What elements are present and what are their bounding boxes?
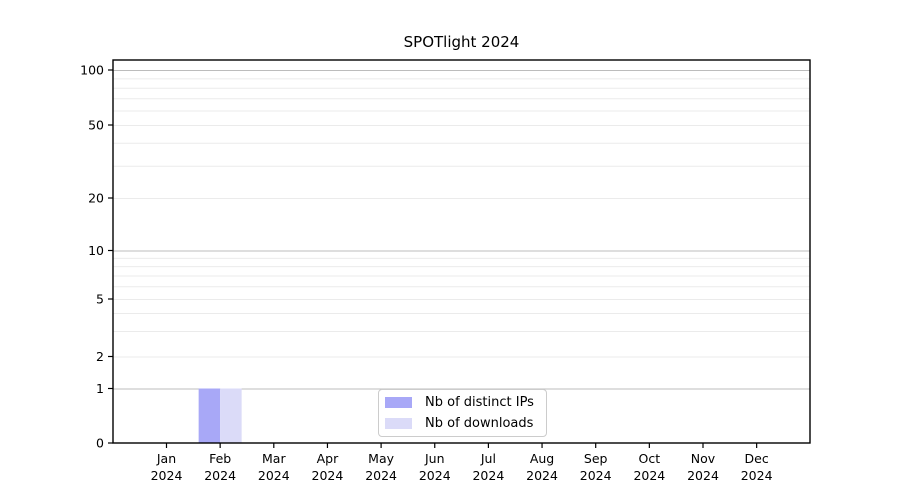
x-tick-label-month: Oct bbox=[639, 451, 661, 466]
legend-row-distinct-ips: Nb of distinct IPs bbox=[385, 395, 546, 410]
x-tick-label-year: 2024 bbox=[741, 468, 773, 483]
legend-swatch-distinct-ips-icon bbox=[385, 397, 412, 408]
y-tick-label: 100 bbox=[80, 63, 104, 78]
chart-title: SPOTlight 2024 bbox=[403, 33, 520, 51]
axis-frame bbox=[112, 59, 811, 444]
y-tick-label: 10 bbox=[88, 243, 104, 258]
y-tick-label: 2 bbox=[96, 349, 104, 364]
x-tick-label-year: 2024 bbox=[580, 468, 612, 483]
legend-swatch-downloads-icon bbox=[385, 418, 412, 429]
x-tick-label-month: Sep bbox=[584, 451, 608, 466]
bar-downloads-feb bbox=[220, 388, 242, 443]
y-tick-label: 0 bbox=[96, 436, 104, 451]
x-tick-label-year: 2024 bbox=[365, 468, 397, 483]
x-tick-label-year: 2024 bbox=[258, 468, 290, 483]
x-tick-label-month: May bbox=[368, 451, 394, 466]
x-tick-label-year: 2024 bbox=[204, 468, 236, 483]
y-tick-label: 50 bbox=[88, 118, 104, 133]
legend-label-distinct-ips: Nb of distinct IPs bbox=[425, 395, 534, 410]
y-tick-label: 20 bbox=[88, 191, 104, 206]
y-tick-label: 1 bbox=[96, 381, 104, 396]
x-tick-label-month: Jan bbox=[156, 451, 176, 466]
y-tick-label: 5 bbox=[96, 292, 104, 307]
x-tick-label-month: Mar bbox=[262, 451, 286, 466]
legend-row-downloads: Nb of downloads bbox=[385, 416, 546, 431]
x-tick-label-month: Dec bbox=[745, 451, 769, 466]
legend: Nb of distinct IPs Nb of downloads bbox=[378, 389, 547, 437]
x-tick-label-year: 2024 bbox=[312, 468, 344, 483]
x-tick-label-year: 2024 bbox=[633, 468, 665, 483]
legend-label-downloads: Nb of downloads bbox=[425, 416, 534, 431]
bar-distinct-ips-feb bbox=[198, 388, 221, 443]
x-tick-label-month: Apr bbox=[317, 451, 339, 466]
x-tick-label-month: Aug bbox=[530, 451, 554, 466]
x-tick-label-month: Jun bbox=[424, 451, 445, 466]
x-tick-label-month: Feb bbox=[209, 451, 231, 466]
x-tick-label-year: 2024 bbox=[687, 468, 719, 483]
x-tick-label-month: Nov bbox=[691, 451, 716, 466]
x-tick-label-year: 2024 bbox=[526, 468, 558, 483]
x-tick-label-month: Jul bbox=[480, 451, 496, 466]
x-tick-label-year: 2024 bbox=[472, 468, 504, 483]
x-tick-label-year: 2024 bbox=[419, 468, 451, 483]
x-tick-label-year: 2024 bbox=[151, 468, 183, 483]
